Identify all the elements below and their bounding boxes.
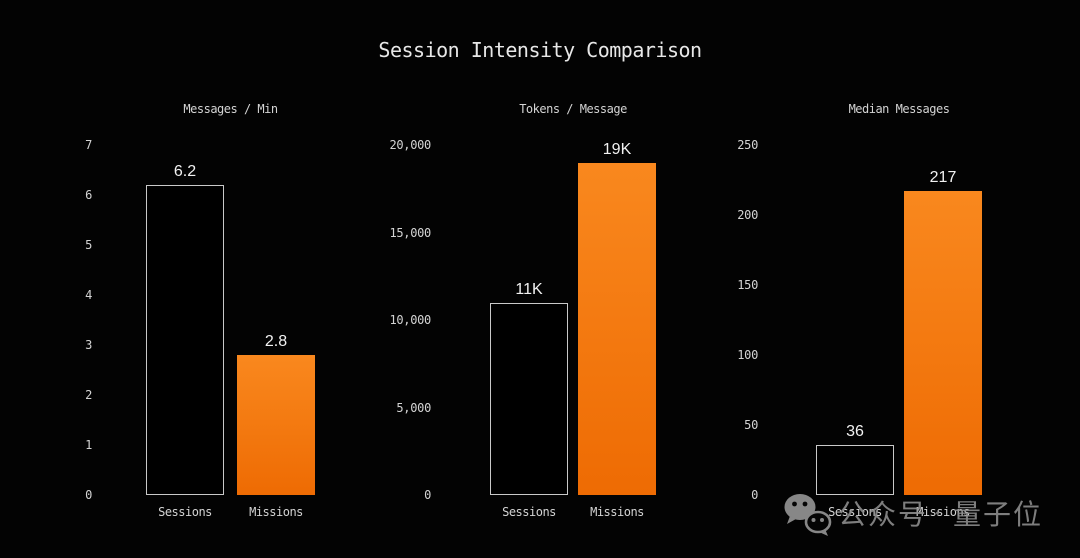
- category-label-missions: Missions: [590, 505, 644, 519]
- y-tick-label: 15,000: [389, 225, 431, 240]
- bar-value-label: 11K: [515, 280, 543, 298]
- y-tick-label: 0: [424, 488, 431, 502]
- y-tick-label: 5: [85, 238, 92, 252]
- bar-sessions: [146, 185, 224, 495]
- category-label-sessions: Sessions: [158, 505, 212, 519]
- category-label-sessions: Sessions: [502, 505, 556, 519]
- y-tick-label: 7: [85, 138, 92, 152]
- bar-missions: [237, 355, 315, 495]
- y-tick-label: 250: [737, 138, 758, 152]
- bar-sessions: [490, 302, 568, 495]
- y-tick-label: 100: [737, 348, 758, 362]
- bar-value-label: 19K: [602, 140, 632, 158]
- y-tick-label: 10,000: [389, 313, 431, 327]
- y-tick-label: 0: [85, 488, 92, 502]
- y-tick-label: 50: [744, 418, 758, 432]
- wechat-icon: [784, 494, 832, 536]
- watermark-text-left: 公众号: [838, 498, 929, 531]
- bar-missions: [904, 191, 982, 495]
- y-tick-label: 200: [737, 208, 758, 222]
- y-tick-label: 2: [85, 388, 92, 402]
- y-tick-label: 0: [751, 488, 758, 502]
- watermark-text-right: 量子位: [953, 498, 1044, 531]
- y-tick-label: 3: [85, 338, 92, 352]
- panel-title: Messages / Min: [183, 102, 278, 116]
- bar-value-label: 36: [846, 422, 864, 440]
- y-tick-label: 1: [85, 438, 92, 452]
- category-label-missions: Missions: [916, 505, 970, 519]
- category-label-missions: Missions: [249, 505, 303, 519]
- chart-main-title: Session Intensity Comparison: [378, 38, 702, 62]
- y-tick-label: 6: [85, 188, 92, 202]
- bar-sessions: [816, 444, 894, 495]
- bar-value-label: 2.8: [264, 333, 288, 350]
- category-label-sessions: Sessions: [828, 505, 882, 519]
- y-tick-label: 150: [737, 278, 758, 292]
- watermark-separator: ·: [934, 502, 944, 527]
- bar-value-label: 6.2: [173, 163, 197, 180]
- bar-value-label: 217: [929, 169, 957, 187]
- y-tick-label: 4: [85, 288, 92, 302]
- bar-missions: [578, 162, 656, 495]
- panel-title: Median Messages: [848, 102, 950, 116]
- y-tick-label: 20,000: [389, 138, 431, 152]
- watermark: 公众号 · 量子位: [782, 492, 1043, 538]
- panel-title: Tokens / Message: [519, 102, 627, 116]
- y-tick-label: 5,000: [396, 400, 431, 415]
